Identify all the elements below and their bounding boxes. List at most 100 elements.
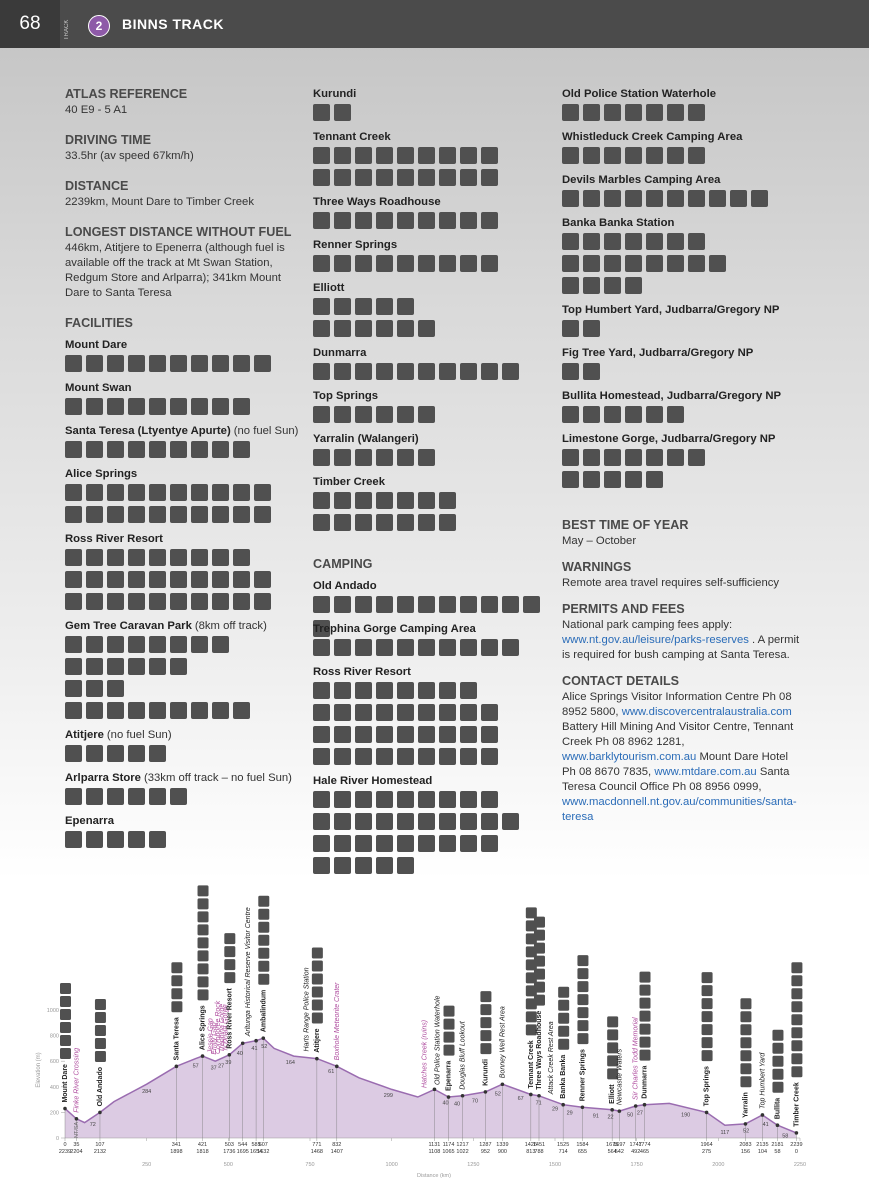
icon bbox=[625, 471, 642, 488]
icon bbox=[128, 506, 145, 523]
name: Atitjere bbox=[65, 729, 104, 741]
icon bbox=[583, 406, 600, 423]
facility-entry: Ross River Resort bbox=[65, 531, 305, 613]
text: Battery Hill Mining And Visitor Centre, … bbox=[562, 721, 794, 748]
link[interactable]: www.barklytourism.com.au bbox=[562, 751, 697, 763]
stop-km: 421 bbox=[198, 1142, 207, 1148]
facility-entry: Dunmarra bbox=[313, 345, 553, 383]
icon bbox=[460, 835, 477, 852]
icon-row bbox=[562, 447, 802, 469]
place-label: Renner Springs bbox=[579, 1049, 586, 1101]
icon bbox=[311, 1012, 323, 1024]
icon bbox=[258, 921, 270, 933]
icon bbox=[646, 147, 663, 164]
name: Yarralin (Walangeri) bbox=[313, 433, 419, 445]
icon bbox=[583, 320, 600, 337]
icon bbox=[397, 492, 414, 509]
icon bbox=[212, 549, 229, 566]
icon bbox=[355, 492, 372, 509]
icon bbox=[688, 104, 705, 121]
icon bbox=[171, 1001, 183, 1013]
name: Gem Tree Caravan Park bbox=[65, 620, 192, 632]
icon bbox=[397, 363, 414, 380]
icon bbox=[583, 449, 600, 466]
icon bbox=[481, 147, 498, 164]
icon bbox=[562, 406, 579, 423]
icon bbox=[791, 1040, 803, 1052]
icon bbox=[128, 636, 145, 653]
icon-row bbox=[313, 855, 553, 877]
icon bbox=[60, 1009, 71, 1021]
icon bbox=[646, 104, 663, 121]
icon-row bbox=[313, 210, 553, 232]
icon-row bbox=[313, 746, 553, 768]
icon-row bbox=[562, 404, 802, 426]
icon bbox=[355, 704, 372, 721]
icon bbox=[170, 702, 187, 719]
facility-entry: Limestone Gorge, Judbarra/Gregory NP bbox=[562, 431, 802, 491]
icon bbox=[355, 320, 372, 337]
icon bbox=[397, 813, 414, 830]
stop-km: 771 bbox=[312, 1142, 321, 1148]
icon bbox=[502, 639, 519, 656]
text: Mount Dare Hotel Ph 08 8670 7835, bbox=[562, 751, 789, 778]
icon bbox=[443, 1044, 455, 1056]
icon-row bbox=[313, 833, 553, 855]
icon-row bbox=[313, 724, 553, 746]
facility-entry: Gem Tree Caravan Park (8km off track) bbox=[65, 618, 305, 722]
place-label: Ambalindum bbox=[260, 990, 267, 1032]
icon bbox=[334, 639, 351, 656]
icon bbox=[577, 981, 589, 993]
icon bbox=[397, 320, 414, 337]
icon bbox=[355, 748, 372, 765]
stop-dot bbox=[432, 1087, 437, 1092]
link[interactable]: www.macdonnell.nt.gov.au/communities/san… bbox=[562, 796, 797, 823]
icon bbox=[397, 726, 414, 743]
icon bbox=[224, 933, 236, 945]
place-label: Newcastle Waters bbox=[616, 1048, 623, 1105]
facility-name: Elliott bbox=[313, 280, 553, 296]
text: Alice Springs Visitor Information Centre… bbox=[562, 691, 792, 718]
icon bbox=[709, 255, 726, 272]
link[interactable]: www.mtdare.com.au bbox=[654, 766, 757, 778]
icon bbox=[334, 726, 351, 743]
icon-row bbox=[562, 361, 802, 383]
stop-dot bbox=[460, 1093, 465, 1098]
section-text: Remote area travel requires self-suffici… bbox=[562, 577, 780, 589]
icon bbox=[460, 596, 477, 613]
facility-entry: Atitjere (no fuel Sun) bbox=[65, 727, 305, 765]
icon-row bbox=[313, 680, 553, 702]
place-label: Top Humbert Yard bbox=[759, 1052, 766, 1109]
icon bbox=[313, 147, 330, 164]
icon bbox=[149, 593, 166, 610]
icon bbox=[212, 441, 229, 458]
stop-km-to-end: 492 bbox=[631, 1149, 640, 1155]
icon-row bbox=[65, 829, 305, 851]
icon bbox=[170, 355, 187, 372]
stop-km: 2239 bbox=[790, 1142, 802, 1148]
icon bbox=[149, 549, 166, 566]
link[interactable]: www.nt.gov.au/leisure/parks-reserves bbox=[562, 634, 749, 646]
spot-height: 72 bbox=[90, 1122, 96, 1128]
icon bbox=[772, 1055, 784, 1067]
name: Top Humbert Yard, Judbarra/Gregory NP bbox=[562, 304, 780, 316]
icon bbox=[60, 1048, 71, 1060]
icon bbox=[639, 984, 651, 996]
icon bbox=[625, 233, 642, 250]
icon bbox=[397, 169, 414, 186]
icon-row bbox=[562, 145, 802, 167]
spot-height: 164 bbox=[286, 1060, 295, 1066]
icon bbox=[740, 1063, 752, 1075]
facility-name: Old Police Station Waterhole bbox=[562, 86, 802, 102]
x-tick-label: 1000 bbox=[386, 1162, 398, 1168]
column: ATLAS REFERENCE 40 E9 - 5 A1 DRIVING TIME 3… bbox=[65, 86, 305, 851]
stop-km: 1451 bbox=[533, 1142, 545, 1148]
stop-dot bbox=[794, 1131, 799, 1135]
icon bbox=[646, 233, 663, 250]
link[interactable]: www.discovercentralaustralia.com bbox=[621, 706, 792, 718]
place-label: Boxhole Meteorite Crater bbox=[334, 982, 341, 1060]
icon bbox=[212, 398, 229, 415]
icon bbox=[60, 996, 71, 1008]
icon bbox=[525, 1011, 537, 1023]
place-label: Epenarra bbox=[446, 1061, 453, 1091]
